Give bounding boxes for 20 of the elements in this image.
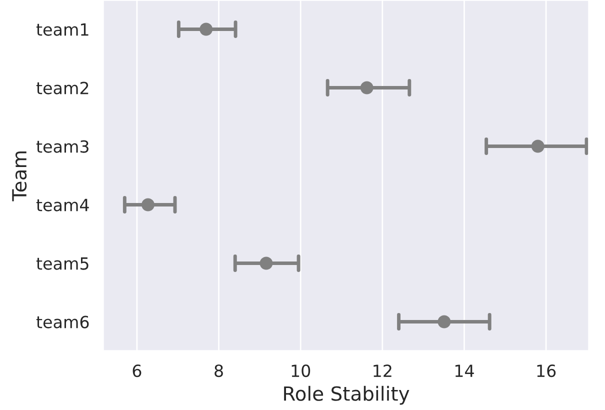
y-tick-label: team4 [36,198,89,212]
y-tick-label: team3 [36,140,88,153]
y-axis-title: Team [12,151,27,202]
point [531,140,544,153]
point [141,198,155,212]
y-tick-label: team2 [36,82,88,94]
x-tick-label: 8 [214,364,223,378]
point [200,22,213,36]
x-tick-label: 14 [455,364,474,377]
point [260,256,273,270]
y-tick-label: team1 [36,23,88,36]
point [438,315,451,328]
y-tick-label: team6 [36,316,89,328]
x-tick-label: 6 [132,364,142,378]
y-tick-label: team5 [36,257,88,270]
x-tick-label: 16 [537,364,556,378]
point [360,81,374,94]
x-axis-title: Role Stability [284,386,410,405]
x-tick-label: 10 [292,364,310,378]
x-tick-label: 12 [374,364,392,377]
